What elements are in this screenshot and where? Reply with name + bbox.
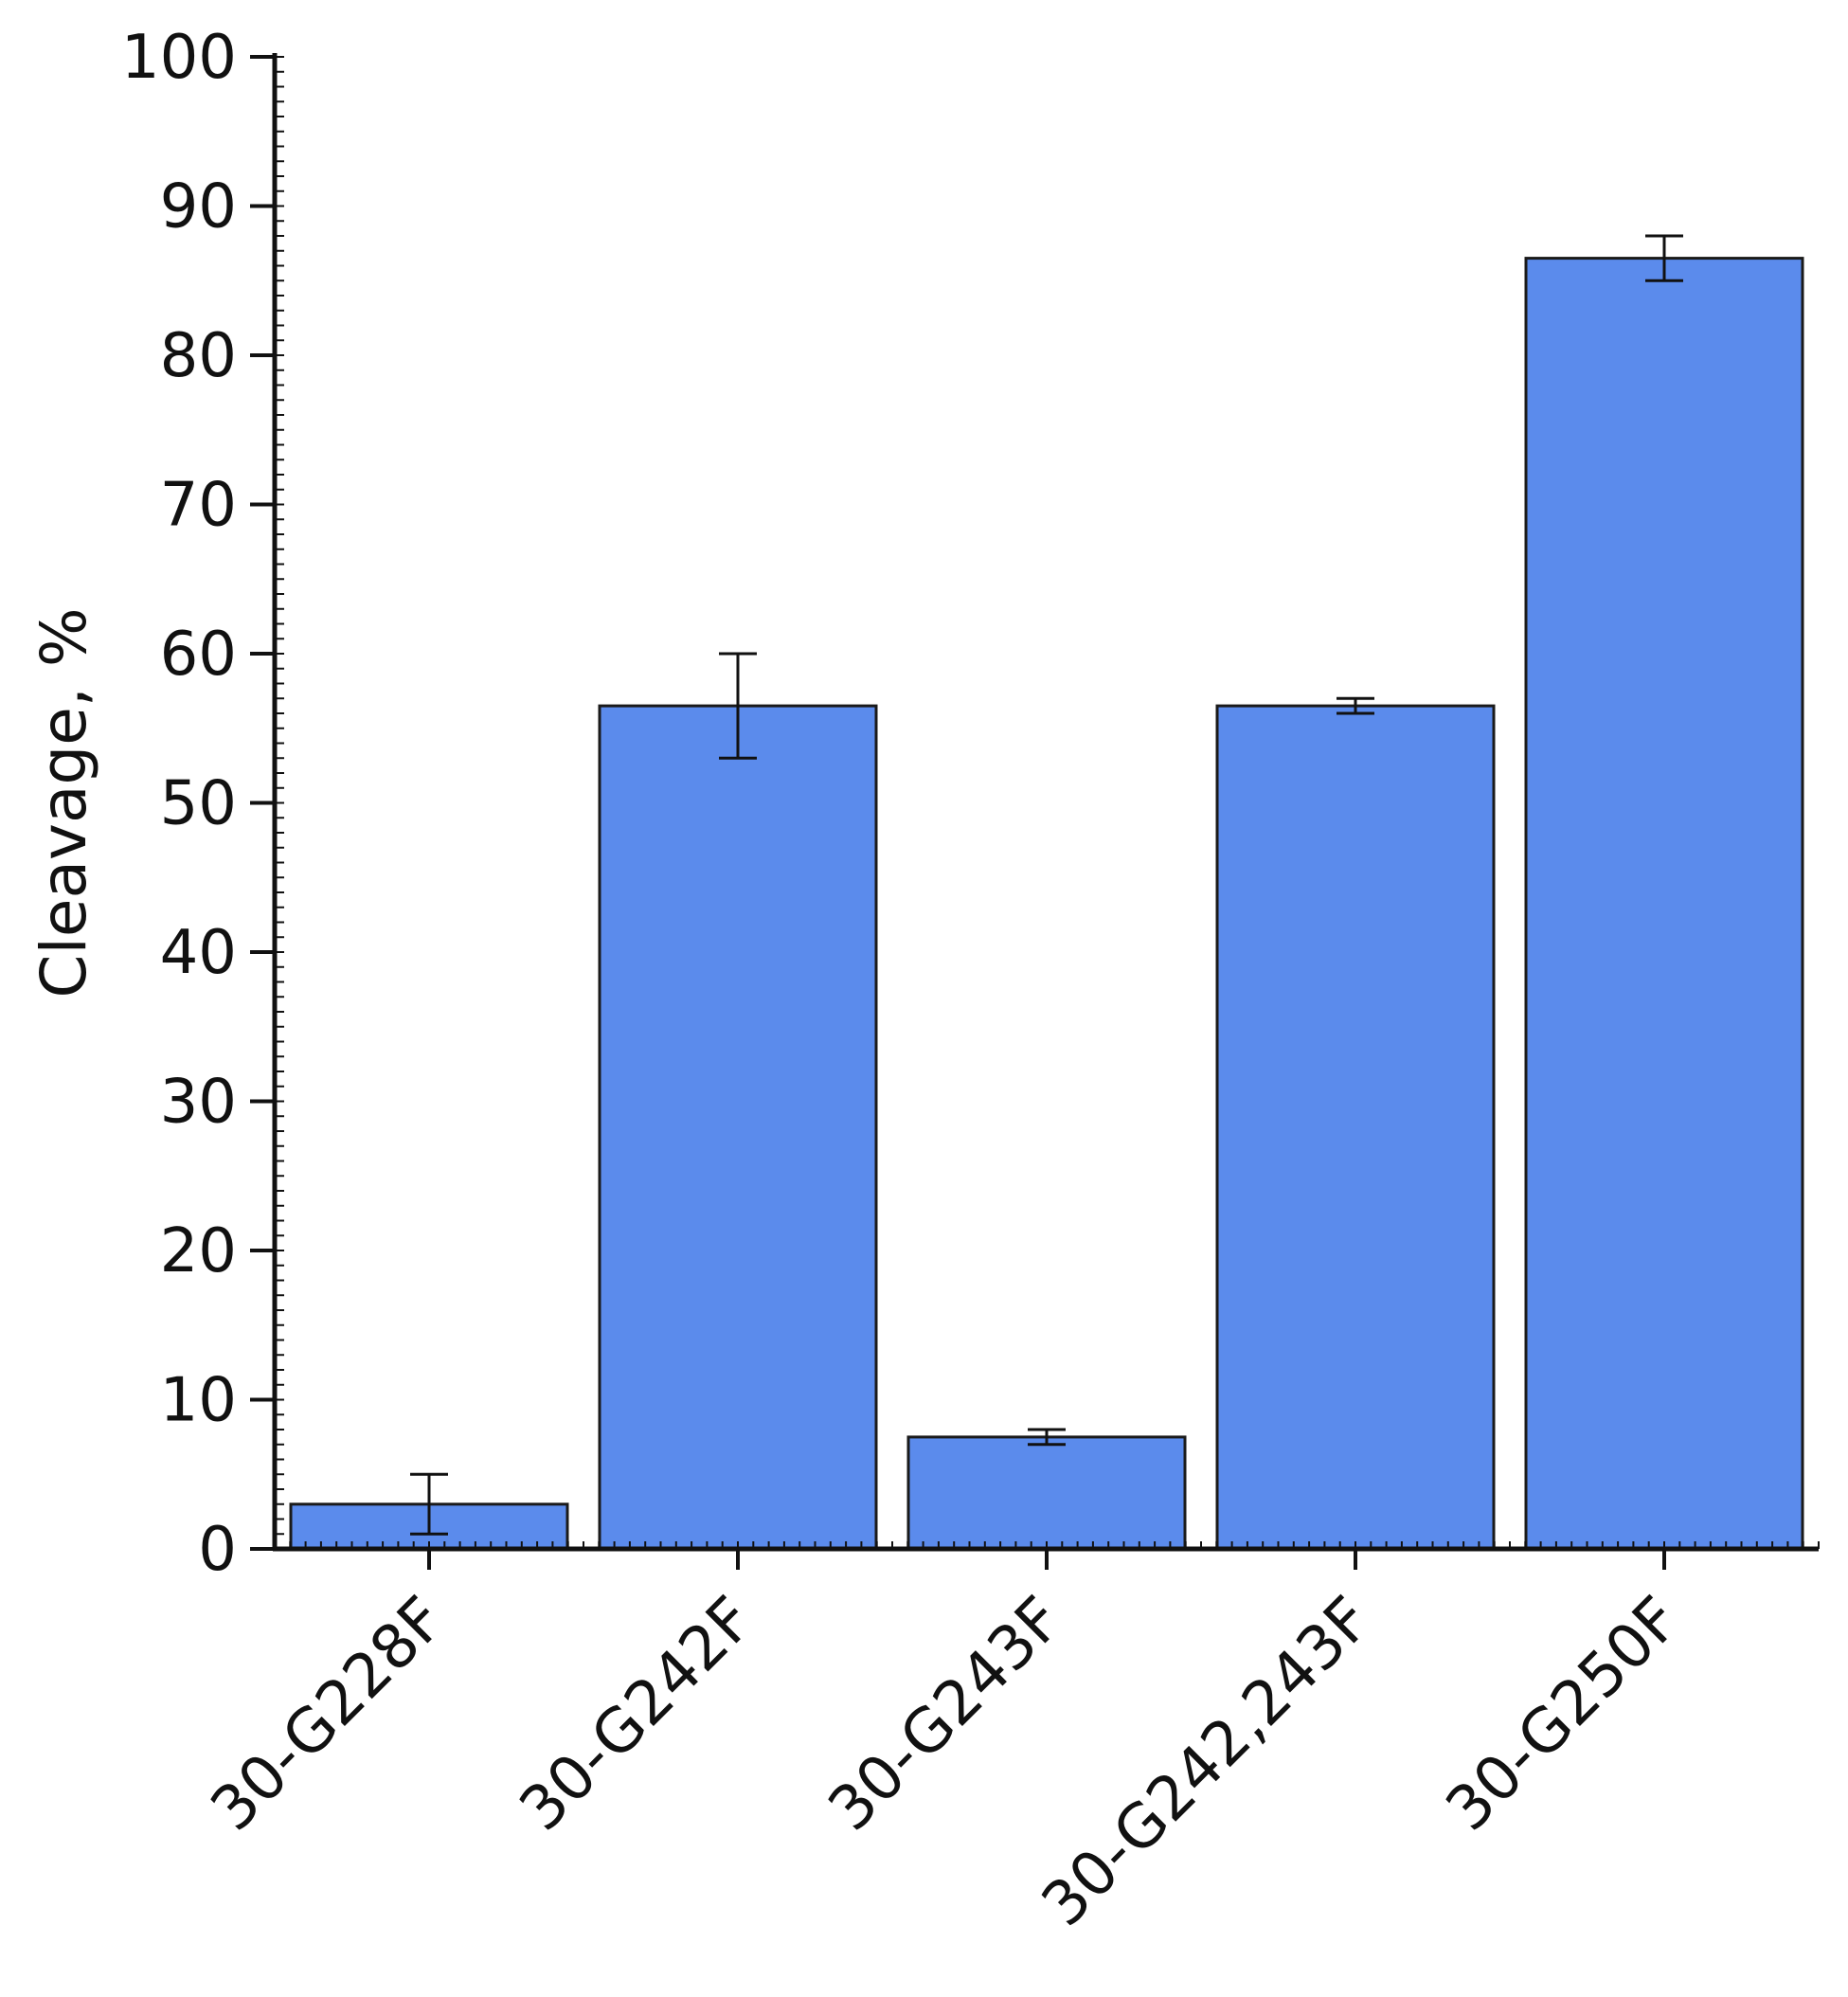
error-bar-4 xyxy=(1337,696,1374,715)
error-bar-2 xyxy=(719,652,757,760)
y-tick-label-0: 0 xyxy=(198,1515,237,1585)
bar-2 xyxy=(598,704,878,1551)
bars-layer xyxy=(289,257,1804,1551)
y-tick-label-60: 60 xyxy=(160,620,237,690)
x-tick-label-4: 30-G242,243F xyxy=(1029,1584,1385,1940)
bar-5 xyxy=(1524,257,1804,1551)
y-ticks-layer: 0 10 20 30 40 50 60 70 80 90 100 xyxy=(121,23,284,1585)
x-tick-label-1: 30-G228F xyxy=(198,1584,458,1844)
y-tick-label-10: 10 xyxy=(160,1366,237,1436)
x-tick-label-5: 30-G250F xyxy=(1433,1584,1694,1844)
y-tick-label-90: 90 xyxy=(160,172,237,243)
x-tick-label-3: 30-G243F xyxy=(816,1584,1076,1844)
error-bars-layer xyxy=(410,234,1683,1536)
error-bar-1 xyxy=(410,1472,448,1536)
y-tick-label-70: 70 xyxy=(160,471,237,541)
y-tick-label-100: 100 xyxy=(121,23,237,93)
error-bar-5 xyxy=(1645,234,1683,282)
bar-4 xyxy=(1215,704,1496,1551)
y-axis-title: Cleavage, % xyxy=(27,607,100,998)
bar-3 xyxy=(906,1435,1187,1551)
y-tick-label-20: 20 xyxy=(160,1216,237,1286)
y-tick-label-80: 80 xyxy=(160,321,237,391)
y-tick-label-30: 30 xyxy=(160,1068,237,1138)
y-tick-label-50: 50 xyxy=(160,769,237,839)
y-tick-label-40: 40 xyxy=(160,918,237,988)
x-tick-label-2: 30-G242F xyxy=(507,1584,767,1844)
error-bar-3 xyxy=(1028,1428,1066,1447)
